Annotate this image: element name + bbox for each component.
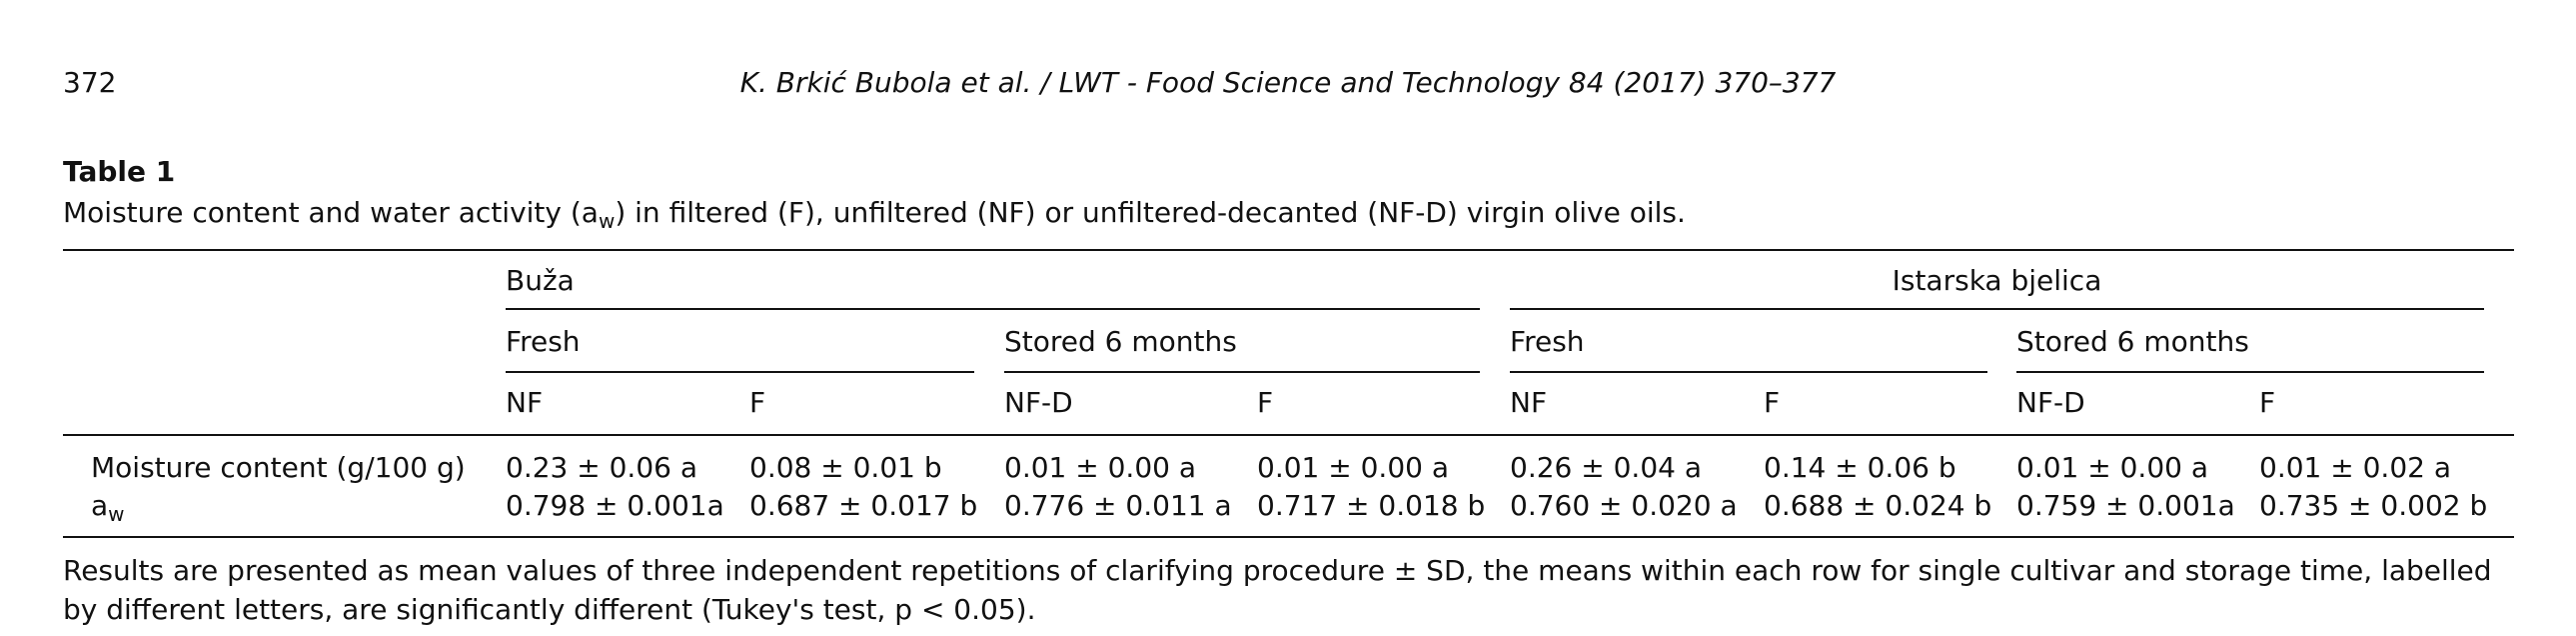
table-cell: 0.717 ± 0.018 b	[1257, 489, 1486, 522]
treatment-header: NF	[506, 386, 544, 419]
table-cell: 0.01 ± 0.00 a	[2016, 451, 2209, 484]
table-cell: 0.687 ± 0.017 b	[749, 489, 978, 522]
row-label: aw	[91, 488, 125, 524]
table-cell: 0.688 ± 0.024 b	[1764, 489, 1992, 522]
storage-header: Stored 6 months	[1004, 325, 1237, 358]
storage-header: Fresh	[506, 325, 581, 358]
treatment-header: NF-D	[1004, 386, 1073, 419]
treatment-header: NF	[1510, 386, 1548, 419]
header-rule	[506, 308, 1480, 310]
row-label-part: w	[108, 502, 125, 526]
table-rule	[63, 536, 2514, 538]
cultivar-header: Istarska bjelica	[1892, 264, 2102, 297]
cultivar-header: Buža	[506, 264, 575, 297]
table-rule	[63, 434, 2514, 436]
header-rule	[1004, 371, 1480, 373]
table-cell: 0.01 ± 0.00 a	[1004, 451, 1197, 484]
table-caption: Moisture content and water activity (aw)…	[63, 195, 1686, 231]
table-cell: 0.735 ± 0.002 b	[2259, 489, 2488, 522]
row-label-part: a	[91, 489, 109, 522]
citation: K. Brkić Bubola et al. / LWT - Food Scie…	[739, 66, 1837, 99]
table-cell: 0.01 ± 0.02 a	[2259, 451, 2452, 484]
treatment-header: F	[749, 386, 766, 419]
table-cell: 0.776 ± 0.011 a	[1004, 489, 1232, 522]
table-footnote: Results are presented as mean values of …	[63, 554, 2492, 626]
header-rule	[1510, 308, 2484, 310]
storage-header: Fresh	[1510, 325, 1585, 358]
row-label: Moisture content (g/100 g)	[91, 450, 466, 486]
table-cell: 0.798 ± 0.001a	[506, 489, 724, 522]
table-cell: 0.01 ± 0.00 a	[1257, 451, 1450, 484]
table-cell: 0.23 ± 0.06 a	[506, 451, 698, 484]
table-label: Table 1	[63, 155, 176, 188]
header-rule	[506, 371, 974, 373]
caption-text: ) in filtered (F), unfiltered (NF) or un…	[615, 196, 1686, 229]
treatment-header: F	[1764, 386, 1781, 419]
table-rule	[63, 249, 2514, 251]
header-rule	[1510, 371, 1987, 373]
table-cell: 0.08 ± 0.01 b	[749, 451, 942, 484]
table-cell: 0.26 ± 0.04 a	[1510, 451, 1703, 484]
caption-text: Moisture content and water activity (a	[63, 196, 599, 229]
treatment-header: F	[2259, 386, 2276, 419]
storage-header: Stored 6 months	[2016, 325, 2249, 358]
treatment-header: F	[1257, 386, 1274, 419]
row-label-part: Moisture content (g/100 g)	[91, 451, 466, 484]
header-rule	[2016, 371, 2484, 373]
treatment-header: NF-D	[2016, 386, 2085, 419]
caption-subscript: w	[598, 209, 616, 233]
table-cell: 0.14 ± 0.06 b	[1764, 451, 1956, 484]
table-cell: 0.760 ± 0.020 a	[1510, 489, 1738, 522]
table-cell: 0.759 ± 0.001a	[2016, 489, 2235, 522]
page-number: 372	[63, 66, 117, 99]
